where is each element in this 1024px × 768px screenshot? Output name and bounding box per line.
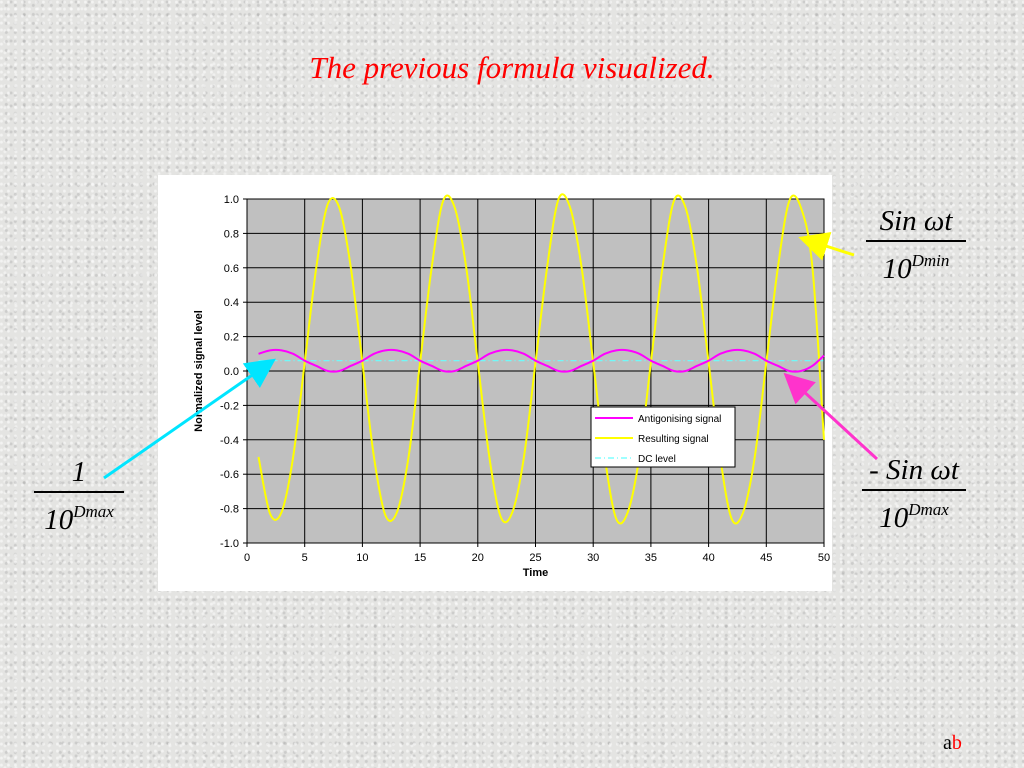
denominator-base: 10 — [882, 253, 912, 285]
formula-dc-level: 1 10Dmax — [34, 455, 124, 537]
footer-letter-b: b — [951, 732, 962, 754]
x-tick-label: 45 — [760, 552, 772, 564]
y-tick-label: 0.0 — [224, 366, 239, 378]
y-tick-label: 0.8 — [224, 228, 239, 240]
denominator-base: 10 — [879, 502, 909, 534]
formula-resulting-signal: Sin ωt 10Dmin — [866, 204, 966, 286]
formula-numerator: Sin ωt — [879, 205, 953, 237]
series-line-antigonising-signal — [258, 348, 825, 373]
x-axis-title: Time — [523, 567, 548, 579]
legend-label: DC level — [638, 454, 676, 465]
arrow-resulting-signal — [798, 232, 855, 261]
y-tick-label: 0.2 — [224, 332, 239, 344]
fraction-bar — [34, 491, 124, 493]
y-tick-label: 1.0 — [224, 194, 239, 206]
formula-denominator: 10Dmin — [866, 244, 966, 286]
legend-label: Resulting signal — [638, 434, 709, 445]
arrow-antigonising-signal — [783, 372, 879, 461]
x-tick-label: 10 — [356, 552, 368, 564]
x-tick-label: 0 — [244, 552, 250, 564]
arrow-dc-level — [103, 358, 276, 480]
series-line-resulting-signal — [257, 193, 825, 525]
y-tick-label: -1.0 — [220, 538, 239, 550]
line-chart: 1.0 0.8 0.6 0.4 0.2 0.0 -0.2 -0.4 -0.6 -0.8 -1.0 0 5… — [193, 193, 830, 579]
x-tick-label: 20 — [472, 552, 484, 564]
y-tick-label: -0.6 — [220, 469, 239, 481]
x-tick-label: 15 — [414, 552, 426, 564]
chart-panel: 1.0 0.8 0.6 0.4 0.2 0.0 -0.2 -0.4 -0.6 -0.8 -1.0 0 5… — [158, 175, 832, 591]
x-tick-label: 25 — [529, 552, 541, 564]
footer-mark: ab — [943, 732, 962, 755]
footer-letter-a: a — [943, 732, 952, 754]
y-tick-label: -0.2 — [220, 400, 239, 412]
denominator-exponent: Dmax — [73, 502, 114, 521]
formula-denominator: 10Dmax — [34, 495, 124, 537]
x-tick-label: 50 — [818, 552, 830, 564]
x-tick-label: 30 — [587, 552, 599, 564]
x-tick-label: 40 — [702, 552, 714, 564]
fraction-bar — [866, 240, 966, 242]
x-tick-label: 5 — [302, 552, 308, 564]
fraction-bar — [862, 489, 966, 491]
legend-label: Antigonising signal — [638, 414, 721, 425]
denominator-exponent: Dmin — [911, 251, 950, 270]
formula-numerator: - Sin ωt — [869, 454, 959, 486]
y-axis-title: Normalized signal level — [193, 310, 205, 432]
y-tick-label: -0.4 — [220, 435, 239, 447]
y-tick-label: -0.8 — [220, 504, 239, 516]
y-tick-label: 0.4 — [224, 297, 239, 309]
denominator-exponent: Dmax — [908, 500, 949, 519]
y-tick-label: 0.6 — [224, 263, 239, 275]
formula-numerator: 1 — [71, 456, 87, 488]
denominator-base: 10 — [44, 504, 74, 536]
formula-antigonising-signal: - Sin ωt 10Dmax — [862, 453, 966, 535]
x-tick-label: 35 — [645, 552, 657, 564]
formula-denominator: 10Dmax — [862, 493, 966, 535]
slide-title: The previous formula visualized. — [309, 50, 715, 85]
